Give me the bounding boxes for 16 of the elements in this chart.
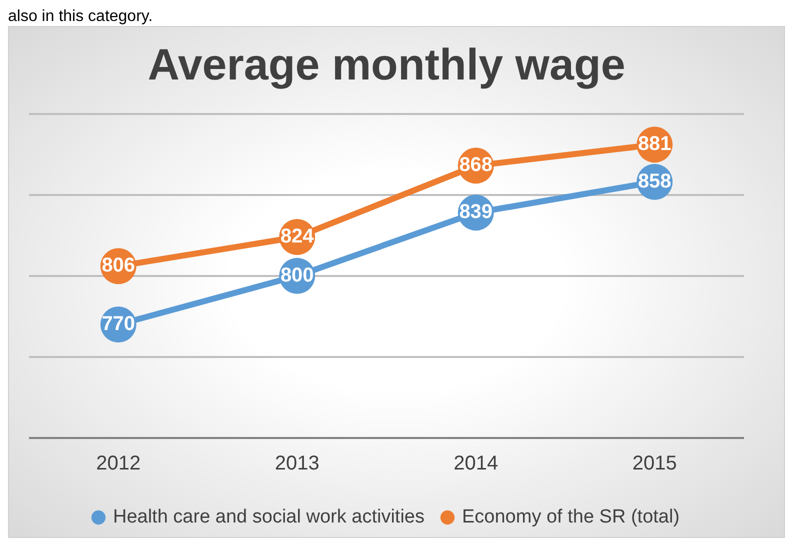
x-tick-label: 2014 xyxy=(454,452,498,475)
legend-label: Health care and social work activities xyxy=(112,506,424,528)
x-tick-label: 2013 xyxy=(274,452,320,475)
text: also in this category. xyxy=(8,8,154,26)
data-label: 770 xyxy=(102,313,136,336)
x-tick-label: 2015 xyxy=(632,452,677,475)
data-label: 806 xyxy=(102,254,136,277)
data-label: 858 xyxy=(638,170,672,192)
data-label: 800 xyxy=(280,264,314,286)
data-label: 868 xyxy=(459,154,493,176)
data-label: 839 xyxy=(459,201,493,224)
x-tick-label: 2012 xyxy=(96,452,141,475)
legend-label: Economy of the SR (total) xyxy=(462,506,680,528)
chart-title: Average monthly wage xyxy=(148,40,626,90)
data-label: 881 xyxy=(638,133,672,156)
data-label: 824 xyxy=(280,226,315,248)
